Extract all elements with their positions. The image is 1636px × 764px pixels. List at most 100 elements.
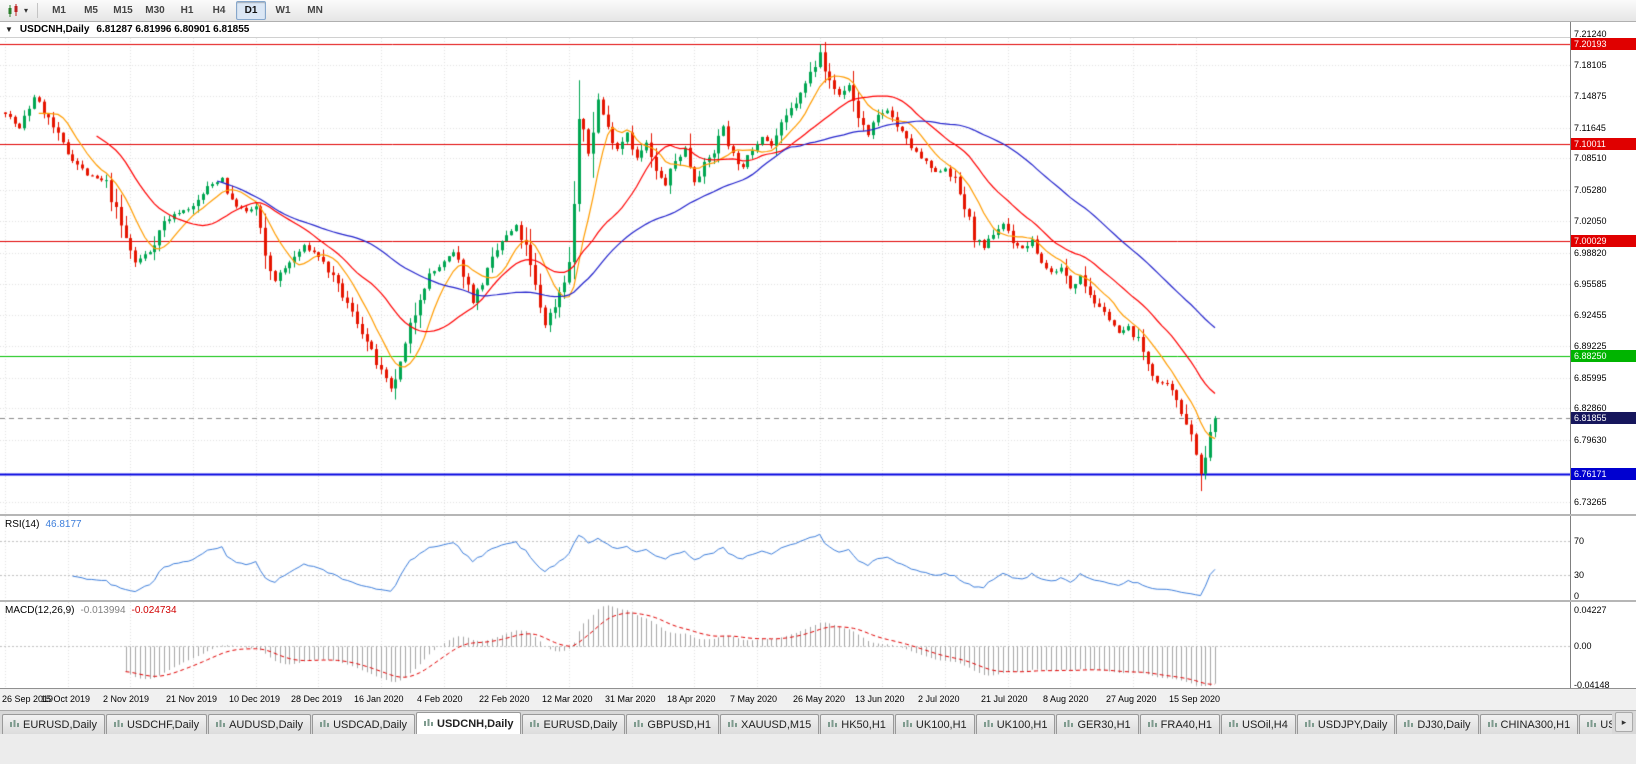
tab-label: CHINA300,H1: [1500, 718, 1571, 731]
price-label-plain: 7.11645: [1574, 123, 1606, 133]
price-label-red: 7.10011: [1571, 138, 1636, 150]
tab-label: USDCAD,Daily: [333, 718, 408, 731]
price-label-plain: 7.02050: [1574, 216, 1607, 226]
chart-tab-usdcnh-daily[interactable]: USDCNH,Daily: [416, 712, 522, 734]
chart-tab-dj30-daily[interactable]: DJ30,Daily: [1396, 714, 1479, 734]
macd-indicator-panel[interactable]: [0, 602, 1570, 688]
timeframe-button-m30[interactable]: M30: [145, 5, 165, 16]
chart-symbol: USDCNH,Daily: [19, 24, 90, 35]
tab-chart-icon: [1064, 720, 1074, 729]
bottom-strip: [0, 734, 1636, 764]
date-axis-label: 8 Aug 2020: [1043, 694, 1089, 704]
macd-axis-label: 0.00: [1574, 641, 1592, 651]
tab-label: GBPUSD,H1: [647, 718, 711, 731]
date-axis-label: 18 Apr 2020: [667, 694, 716, 704]
tab-chart-icon: [1487, 720, 1497, 729]
timeframe-button-m1[interactable]: M1: [52, 5, 66, 16]
price-label-plain: 7.21240: [1574, 29, 1607, 39]
date-axis-label: 21 Nov 2019: [166, 694, 218, 704]
date-axis-label: 4 Feb 2020: [417, 694, 463, 704]
tab-chart-icon: [634, 720, 644, 729]
macd-panel-title: MACD(12,26,9) -0.013994 -0.024734: [5, 605, 177, 616]
rsi-indicator-panel[interactable]: [0, 516, 1570, 600]
date-axis-label: 2 Jul 2020: [918, 694, 960, 704]
top-toolbar: ▾ M1 M5 M15 M30 H1 H4 D1 W1 MN: [0, 0, 1636, 22]
tab-label: HK50,H1: [841, 718, 886, 731]
rsi-panel-title: RSI(14) 46.8177: [5, 519, 82, 530]
timeframe-button-mn[interactable]: MN: [307, 5, 323, 16]
date-axis-label: 15 Sep 2020: [1169, 694, 1221, 704]
date-axis-label: 26 Sep 2019: [2, 694, 54, 704]
tab-label: USOil,H: [1600, 718, 1612, 731]
chart-tab-usdcad-daily[interactable]: USDCAD,Daily: [312, 714, 416, 734]
tab-chart-icon: [320, 720, 330, 729]
tab-chart-icon: [530, 720, 540, 729]
chart-tab-eurusd-daily[interactable]: EURUSD,Daily: [522, 714, 626, 734]
tab-label: USDCHF,Daily: [126, 718, 200, 731]
price-axis[interactable]: 7.21240 7.20193 7.18105 7.14875 7.11645 7.100…: [1570, 22, 1636, 690]
chart-tab-uk100-h1[interactable]: UK100,H1: [894, 714, 975, 734]
timeframe-button-w1[interactable]: W1: [275, 5, 291, 16]
date-axis[interactable]: 26 Sep 2019 15 Oct 2019 2 Nov 2019 21 Nov 2…: [0, 688, 1636, 710]
rsi-axis-label: 70: [1574, 536, 1585, 546]
tab-chart-icon: [1304, 720, 1314, 729]
tab-chart-icon: [1404, 720, 1414, 729]
macd-main-value: -0.013994: [80, 605, 126, 616]
timeframe-button-h1[interactable]: H1: [180, 5, 194, 16]
price-label-plain: 6.95585: [1574, 279, 1607, 289]
tab-chart-icon: [1147, 720, 1157, 729]
tab-label: EURUSD,Daily: [543, 718, 618, 731]
price-label-plain: 6.85995: [1574, 373, 1607, 383]
chart-tab-usoil-h[interactable]: USOil,H: [1579, 714, 1612, 734]
price-label-plain: 7.18105: [1574, 60, 1607, 70]
tab-chart-icon: [113, 720, 123, 729]
rsi-value: 46.8177: [45, 519, 82, 530]
chart-tab-gbpusd-h1[interactable]: GBPUSD,H1: [626, 714, 719, 734]
rsi-panel-splitter[interactable]: [0, 514, 1636, 516]
chart-tab-usdjpy-daily[interactable]: USDJPY,Daily: [1296, 714, 1396, 734]
macd-label: MACD(12,26,9): [5, 605, 75, 616]
chart-tab-usdchf-daily[interactable]: USDCHF,Daily: [105, 714, 208, 734]
chart-tab-fra40-h1[interactable]: FRA40,H1: [1139, 714, 1221, 734]
chart-tab-xauusd-m15[interactable]: XAUUSD,M15: [719, 714, 820, 734]
price-label-plain: 7.08510: [1574, 153, 1607, 163]
tab-chart-icon: [828, 720, 838, 729]
date-axis-label: 12 Mar 2020: [542, 694, 593, 704]
date-axis-label: 7 May 2020: [730, 694, 778, 704]
date-axis-label: 21 Jul 2020: [981, 694, 1028, 704]
chart-tab-eurusd-daily[interactable]: EURUSD,Daily: [2, 714, 105, 734]
date-axis-label: 26 May 2020: [793, 694, 846, 704]
tab-label: UK100,H1: [915, 718, 967, 731]
tab-chart-icon: [424, 719, 434, 728]
tab-label: EURUSD,Daily: [23, 718, 97, 731]
main-price-chart[interactable]: [0, 38, 1570, 514]
price-label-plain: 6.73265: [1574, 497, 1607, 507]
date-axis-label: 13 Jun 2020: [855, 694, 905, 704]
macd-panel-splitter[interactable]: [0, 600, 1636, 602]
triangle-down-icon[interactable]: ▼: [5, 25, 13, 34]
price-label-red: 7.20193: [1571, 38, 1636, 50]
tab-strip: EURUSD,Daily USDCHF,Daily AUDUSD,Daily USDC…: [0, 709, 1612, 734]
chart-tab-hk50-h1[interactable]: HK50,H1: [820, 714, 894, 734]
chart-type-button[interactable]: ▾: [3, 3, 31, 19]
chart-tab-uk100-h1[interactable]: UK100,H1: [975, 714, 1056, 734]
chart-tab-audusd-daily[interactable]: AUDUSD,Daily: [208, 714, 312, 734]
chart-title-bar: ▼ USDCNH,Daily 6.81287 6.81996 6.80901 6…: [0, 22, 1570, 38]
chart-ohlc-values: 6.81287 6.81996 6.80901 6.81855: [96, 24, 250, 35]
chart-tab-china300-h1[interactable]: CHINA300,H1: [1479, 714, 1579, 734]
timeframe-button-d1[interactable]: D1: [236, 1, 267, 20]
tab-label: GER30,H1: [1077, 718, 1131, 731]
toolbar-separator: [37, 3, 39, 18]
tab-label: UK100,H1: [996, 718, 1048, 731]
date-axis-label: 2 Nov 2019: [103, 694, 150, 704]
timeframe-button-h4[interactable]: H4: [212, 5, 226, 16]
chart-tab-ger30-h1[interactable]: GER30,H1: [1056, 714, 1139, 734]
chart-tab-usoil-h4[interactable]: USOil,H4: [1221, 714, 1296, 734]
tab-label: XAUUSD,M15: [740, 718, 812, 731]
timeframe-button-m5[interactable]: M5: [84, 5, 98, 16]
timeframe-button-m15[interactable]: M15: [113, 5, 133, 16]
tab-scroll-right-icon[interactable]: ▸: [1615, 712, 1633, 732]
date-axis-label: 27 Aug 2020: [1106, 694, 1157, 704]
price-label-plain: 6.98820: [1574, 248, 1607, 258]
rsi-axis-label: 0: [1574, 591, 1580, 601]
